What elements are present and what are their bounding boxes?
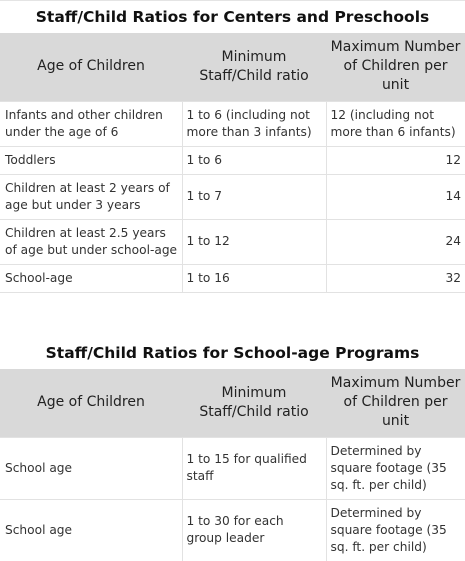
table-row: Children at least 2 years of age but und… [0, 173, 465, 219]
ratio-cell: 1 to 6 [181, 145, 326, 174]
header-min-ratio: Minimum Staff/Child ratio [182, 33, 326, 101]
header-age: Age of Children [0, 33, 182, 101]
max-cell: 12 (including not more than 6 infants) [325, 100, 465, 146]
max-cell: 32 [325, 263, 465, 292]
table-row: School age 1 to 15 for qualified staff D… [0, 436, 465, 499]
section2-title: Staff/Child Ratios for School-age Progra… [0, 336, 465, 369]
age-cell: Children at least 2.5 years of age but u… [0, 218, 182, 264]
max-cell: Determined by square footage (35 sq. ft.… [325, 436, 465, 499]
ratio-cell: 1 to 16 [181, 263, 326, 292]
table-header-row: Age of Children Minimum Staff/Child rati… [0, 33, 465, 101]
table-row: Infants and other children under the age… [0, 100, 465, 146]
age-cell: Toddlers [0, 145, 182, 174]
max-cell: Determined by square footage (35 sq. ft.… [325, 498, 465, 561]
age-cell: Children at least 2 years of age but und… [0, 173, 182, 219]
table-row: Children at least 2.5 years of age but u… [0, 218, 465, 264]
ratio-cell: 1 to 7 [181, 173, 326, 219]
section-spacer [0, 292, 465, 336]
ratio-cell: 1 to 12 [181, 218, 326, 264]
table-row: Toddlers 1 to 6 12 [0, 145, 465, 174]
table-header-row: Age of Children Minimum Staff/Child rati… [0, 369, 465, 437]
header-max-children: Maximum Number of Children per unit [326, 33, 465, 101]
centers-ratio-table: Age of Children Minimum Staff/Child rati… [0, 33, 465, 292]
ratio-cell: 1 to 30 for each group leader [181, 498, 326, 561]
school-age-ratio-table: Age of Children Minimum Staff/Child rati… [0, 369, 465, 561]
header-min-ratio: Minimum Staff/Child ratio [182, 369, 326, 437]
max-cell: 12 [325, 145, 465, 174]
age-cell: School-age [0, 263, 182, 292]
header-age: Age of Children [0, 369, 182, 437]
ratio-cell: 1 to 15 for qualified staff [181, 436, 326, 499]
max-cell: 14 [325, 173, 465, 219]
section1-title: Staff/Child Ratios for Centers and Presc… [0, 0, 465, 33]
header-max-children: Maximum Number of Children per unit [326, 369, 465, 437]
max-cell: 24 [325, 218, 465, 264]
age-cell: Infants and other children under the age… [0, 100, 182, 146]
ratio-cell: 1 to 6 (including not more than 3 infant… [181, 100, 326, 146]
age-cell: School age [0, 436, 182, 499]
age-cell: School age [0, 498, 182, 561]
table-row: School age 1 to 30 for each group leader… [0, 498, 465, 561]
table-row: School-age 1 to 16 32 [0, 263, 465, 292]
